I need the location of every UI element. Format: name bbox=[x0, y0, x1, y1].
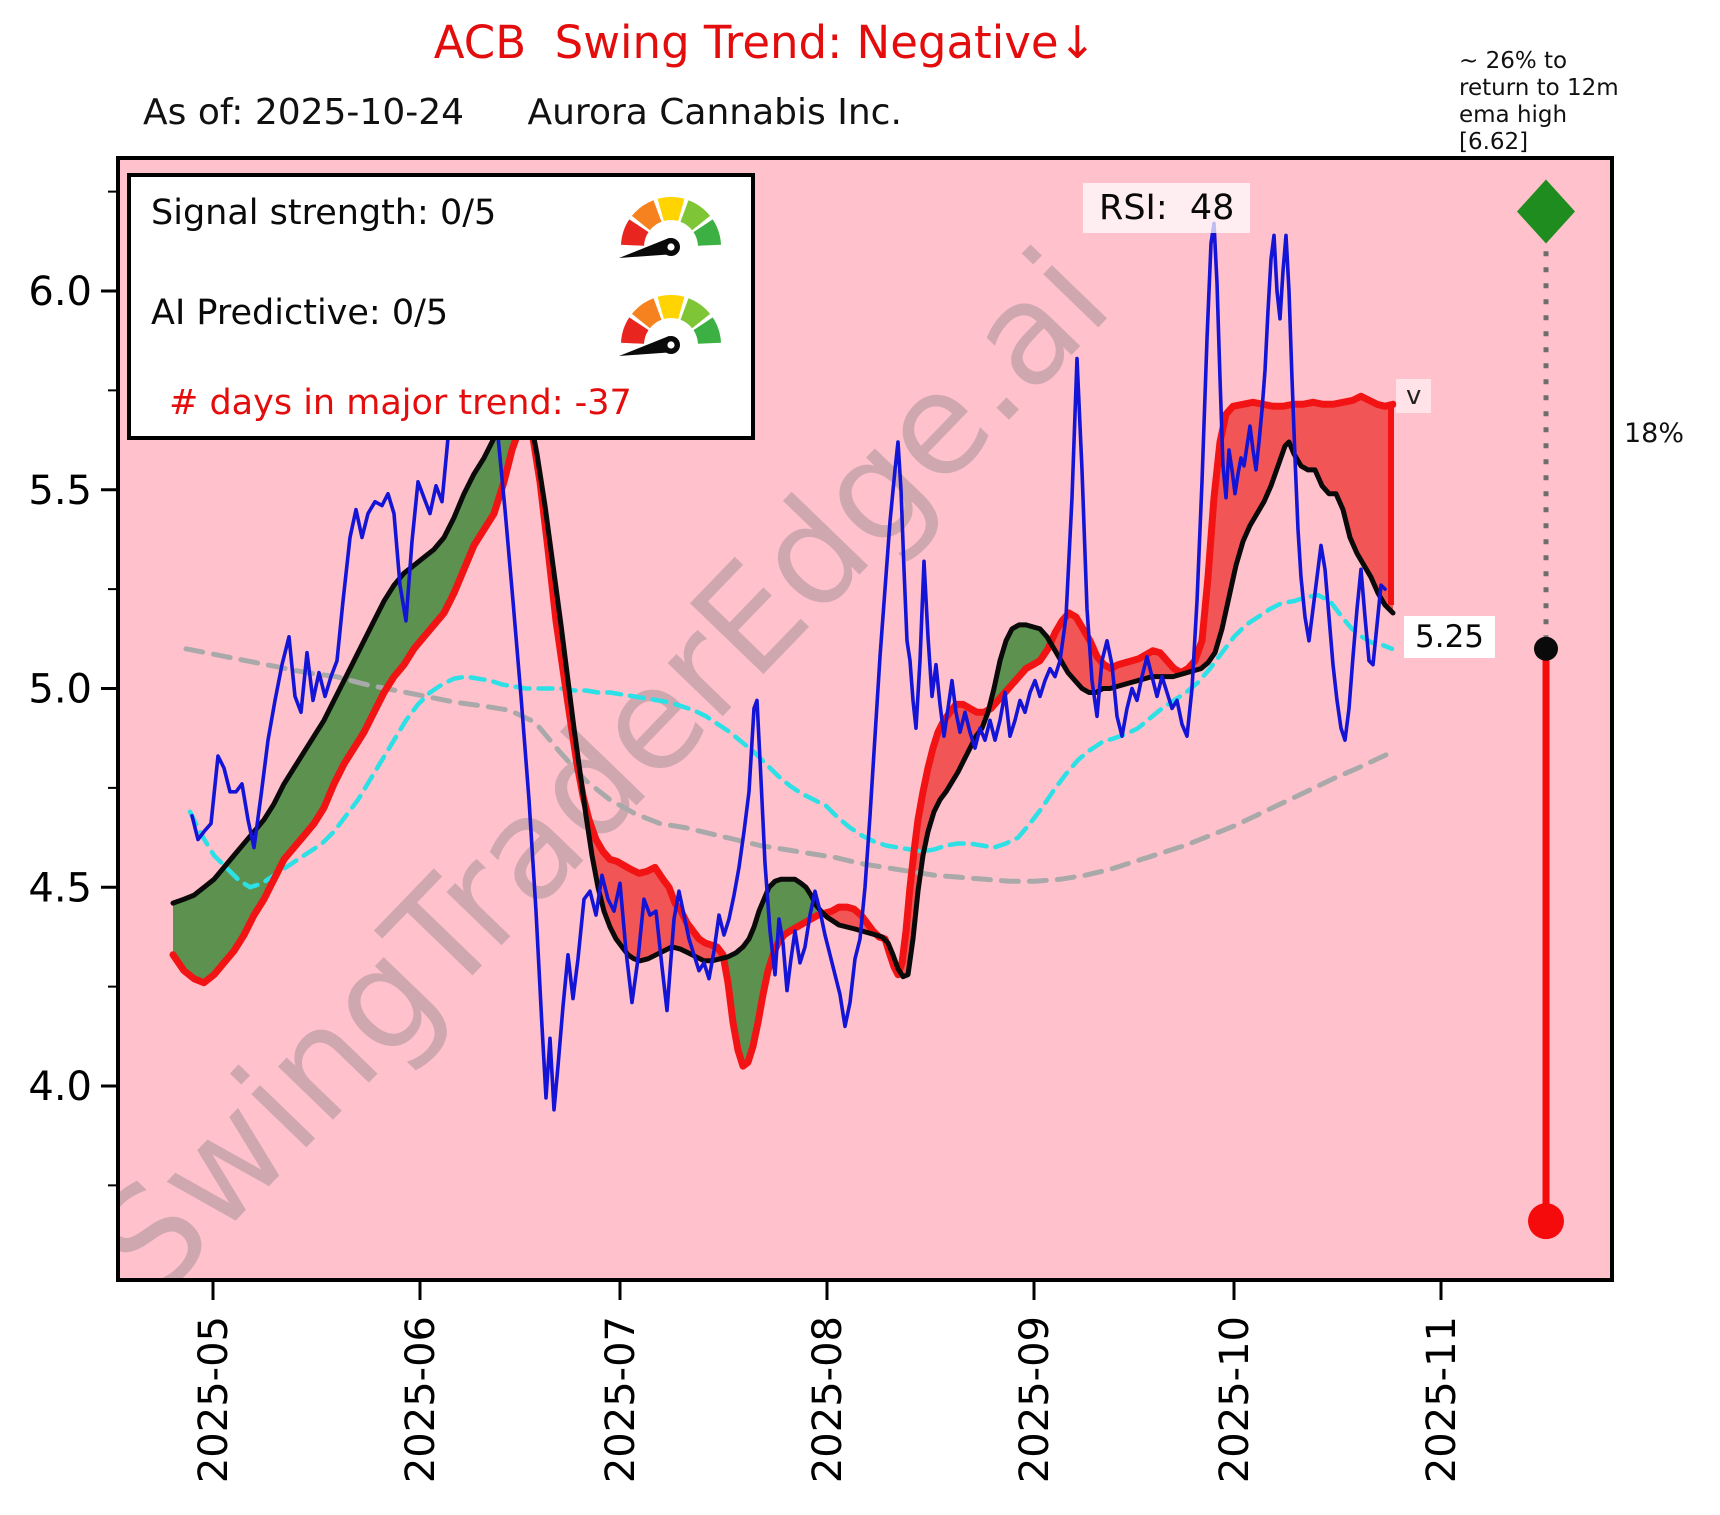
cyan-mid-ema bbox=[187, 592, 1395, 890]
gray-slow-ma bbox=[183, 646, 1395, 884]
gauge-segment bbox=[680, 200, 711, 231]
gauge-segment bbox=[693, 317, 721, 344]
uptrend-fill bbox=[725, 879, 825, 1067]
x-axis-tick-label: 2025-08 bbox=[805, 1316, 851, 1483]
ema-high-annotation: ~ 26% to return to 12m ema high [6.62] bbox=[1459, 48, 1619, 156]
rsi-label: RSI: 48 bbox=[1083, 183, 1251, 233]
x-axis-tick-label: 2025-11 bbox=[1419, 1316, 1465, 1483]
days-in-trend-label: # days in major trend: -37 bbox=[169, 383, 632, 423]
current-price-dot bbox=[1534, 636, 1558, 661]
x-axis-tick-label: 2025-09 bbox=[1012, 1316, 1058, 1483]
target-diamond-marker bbox=[1517, 179, 1575, 244]
y-axis-tick-label: 5.5 bbox=[28, 468, 92, 514]
x-axis-tick-label: 2025-10 bbox=[1212, 1316, 1258, 1483]
gauge-hub-hole bbox=[667, 243, 675, 251]
gauge-needle bbox=[619, 238, 675, 258]
page-title: ACB Swing Trend: Negative↓ bbox=[433, 16, 1097, 69]
gauge-segment bbox=[631, 200, 662, 231]
x-axis-tick-label: 2025-05 bbox=[191, 1316, 237, 1483]
legend-box: Signal strength: 0/5 AI Predictive: 0/5 … bbox=[127, 173, 755, 440]
gauge-segment bbox=[693, 219, 721, 246]
y-axis-tick-label: 5.0 bbox=[28, 667, 92, 713]
black-band-line bbox=[170, 391, 1396, 980]
y-axis-tick-label: 6.0 bbox=[28, 269, 92, 315]
chart-subtitle: As of: 2025-10-24 Aurora Cannabis Inc. bbox=[143, 92, 902, 133]
v-marker-label: v bbox=[1396, 379, 1432, 413]
plot-border bbox=[116, 156, 1614, 1282]
x-axis-tick-label: 2025-07 bbox=[598, 1316, 644, 1483]
y-axis-tick-label: 4.5 bbox=[28, 865, 92, 911]
company-name: Aurora Cannabis Inc. bbox=[527, 92, 902, 133]
ai-predictive-label: AI Predictive: 0/5 bbox=[151, 293, 449, 333]
blue-price-line bbox=[190, 201, 1387, 1112]
gauge-segment bbox=[680, 298, 711, 329]
as-of-date: As of: 2025-10-24 bbox=[143, 92, 465, 133]
gauge-segment bbox=[657, 196, 685, 221]
downside-target-dot bbox=[1528, 1203, 1564, 1240]
gauge-segment bbox=[631, 298, 662, 329]
signal-strength-label: Signal strength: 0/5 bbox=[151, 193, 497, 233]
gauge-segment bbox=[657, 294, 685, 319]
gauge-segment bbox=[621, 317, 649, 344]
return-pct-label: 18% bbox=[1624, 418, 1685, 449]
gauge-needle bbox=[619, 336, 675, 356]
gauge-segment bbox=[621, 219, 649, 246]
downtrend-fill bbox=[1051, 396, 1393, 693]
gauge-icon-ai bbox=[619, 294, 721, 356]
red-band-line bbox=[169, 392, 1397, 1070]
downtrend-fill bbox=[585, 803, 725, 966]
x-axis-tick-label: 2025-06 bbox=[398, 1316, 444, 1483]
gauge-hub-hole bbox=[667, 341, 675, 349]
gauge-icon-signal bbox=[619, 196, 721, 258]
last-price-label: 5.25 bbox=[1404, 616, 1496, 658]
y-axis-tick-label: 4.0 bbox=[28, 1064, 92, 1110]
